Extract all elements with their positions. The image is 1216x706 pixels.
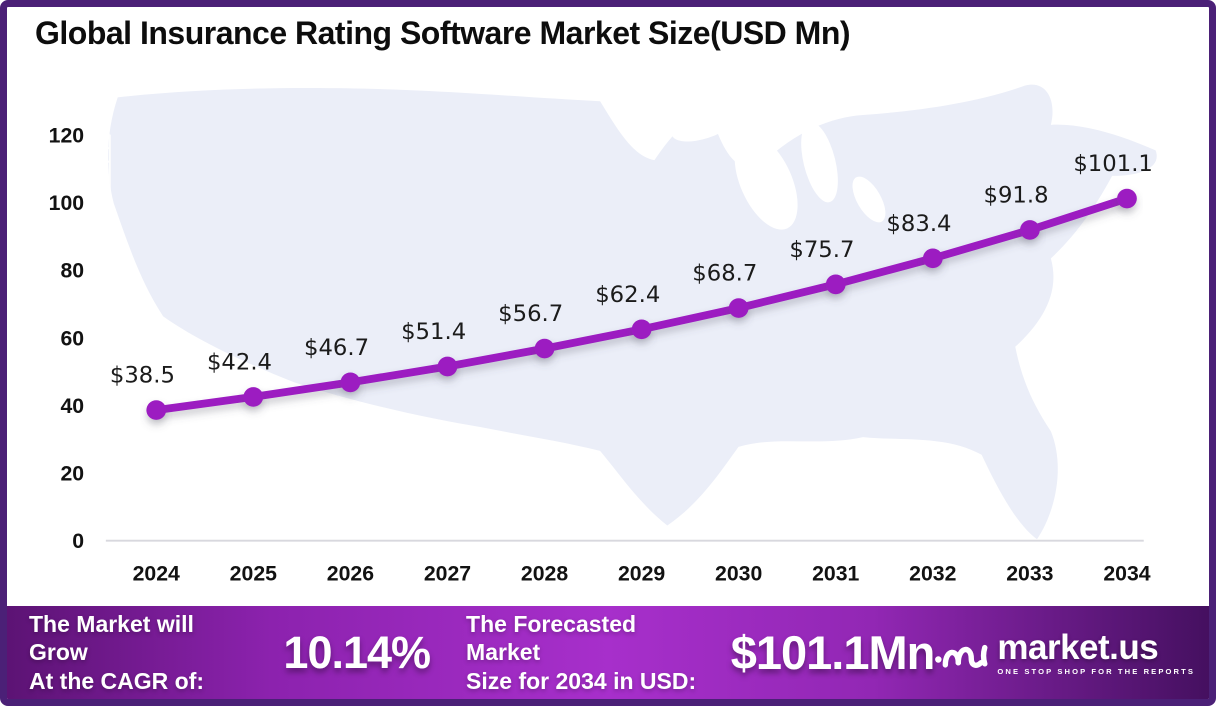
data-point-marker: [1020, 220, 1040, 240]
data-point-marker: [340, 372, 361, 393]
data-point-marker: [728, 298, 749, 318]
x-axis-label: 2030: [715, 563, 762, 586]
x-axis-label: 2034: [1103, 563, 1150, 586]
data-point-label: $68.7: [692, 261, 757, 287]
y-axis-label: 80: [60, 260, 84, 283]
data-point-label: $62.4: [595, 282, 660, 308]
data-point-marker: [1117, 188, 1137, 209]
brand-text: market.us ONE STOP SHOP FOR THE REPORTS: [997, 630, 1195, 676]
y-axis-label: 20: [60, 463, 84, 486]
x-axis-label: 2032: [909, 563, 956, 586]
forecast-label: The Forecasted Market Size for 2034 in U…: [466, 610, 713, 694]
usa-map-silhouette: [108, 84, 1157, 540]
data-point-marker: [825, 274, 846, 295]
y-axis-ruler: [99, 133, 111, 341]
x-axis-label: 2031: [812, 563, 859, 586]
brand-tagline: ONE STOP SHOP FOR THE REPORTS: [997, 666, 1195, 676]
y-axis-label: 100: [49, 192, 84, 215]
brand-lockup: market.us ONE STOP SHOP FOR THE REPORTS: [934, 626, 1195, 680]
x-axis-tick-labels: 2024 2025 2026 2027 2028 2029 2030 2031 2032 2033…: [133, 563, 1151, 586]
data-point-marker: [146, 400, 167, 420]
forecast-label-line1: The Forecasted Market: [466, 611, 637, 666]
market-us-logo-icon: [935, 644, 988, 668]
cagr-label-line1: The Market will Grow: [29, 611, 194, 666]
data-point-label: $51.4: [401, 319, 466, 345]
footer-banner: The Market will Grow At the CAGR of: 10.…: [7, 606, 1209, 699]
forecast-value: $101.1Mn: [730, 626, 936, 679]
data-point-label: $42.4: [207, 349, 272, 375]
y-axis-label: 40: [60, 395, 84, 418]
page-title: Global Insurance Rating Software Market …: [35, 15, 851, 51]
x-axis-label: 2027: [424, 563, 471, 586]
chart-area: 0 20 40 60 80 100 120 $38.5 $42.4 $46.7 $51.4 $56.…: [7, 7, 1209, 606]
x-axis-label: 2028: [521, 563, 568, 586]
data-point-marker: [437, 356, 458, 377]
data-point-label: $75.7: [789, 237, 854, 263]
y-axis-tick-labels: 0 20 40 60 80 100 120: [49, 125, 84, 553]
brand-name: market.us: [997, 627, 1159, 667]
x-axis-label: 2029: [618, 563, 665, 586]
line-chart: 0 20 40 60 80 100 120 $38.5 $42.4 $46.7 $51.4 $56.…: [49, 84, 1157, 586]
cagr-label-line2: At the CAGR of:: [29, 667, 205, 694]
x-axis-label: 2024: [133, 563, 180, 586]
data-point-marker: [922, 248, 943, 269]
forecast-label-line2: Size for 2034 in USD:: [466, 667, 697, 694]
data-point-label: $91.8: [984, 183, 1049, 209]
data-point-label: $83.4: [886, 211, 951, 237]
market-size-series: [146, 188, 1137, 420]
y-axis-label: 60: [60, 327, 84, 350]
data-point-label: $56.7: [498, 301, 563, 327]
data-point-marker: [631, 319, 652, 340]
data-point-labels: $38.5 $42.4 $46.7 $51.4 $56.7 $62.4 $68.7 $75.7…: [110, 151, 1153, 388]
data-point-label: $101.1: [1073, 151, 1153, 177]
cagr-value: 10.14%: [283, 626, 431, 678]
x-axis-label: 2026: [327, 563, 374, 586]
y-axis-label: 120: [49, 125, 84, 148]
y-axis-label: 0: [72, 530, 84, 553]
x-axis-label: 2033: [1006, 563, 1053, 586]
data-point-marker: [534, 338, 555, 359]
data-point-label: $38.5: [110, 363, 175, 389]
x-axis-label: 2025: [230, 563, 277, 586]
cagr-label: The Market will Grow At the CAGR of:: [29, 610, 255, 694]
data-point-label: $46.7: [304, 335, 369, 361]
data-point-marker: [243, 387, 264, 407]
